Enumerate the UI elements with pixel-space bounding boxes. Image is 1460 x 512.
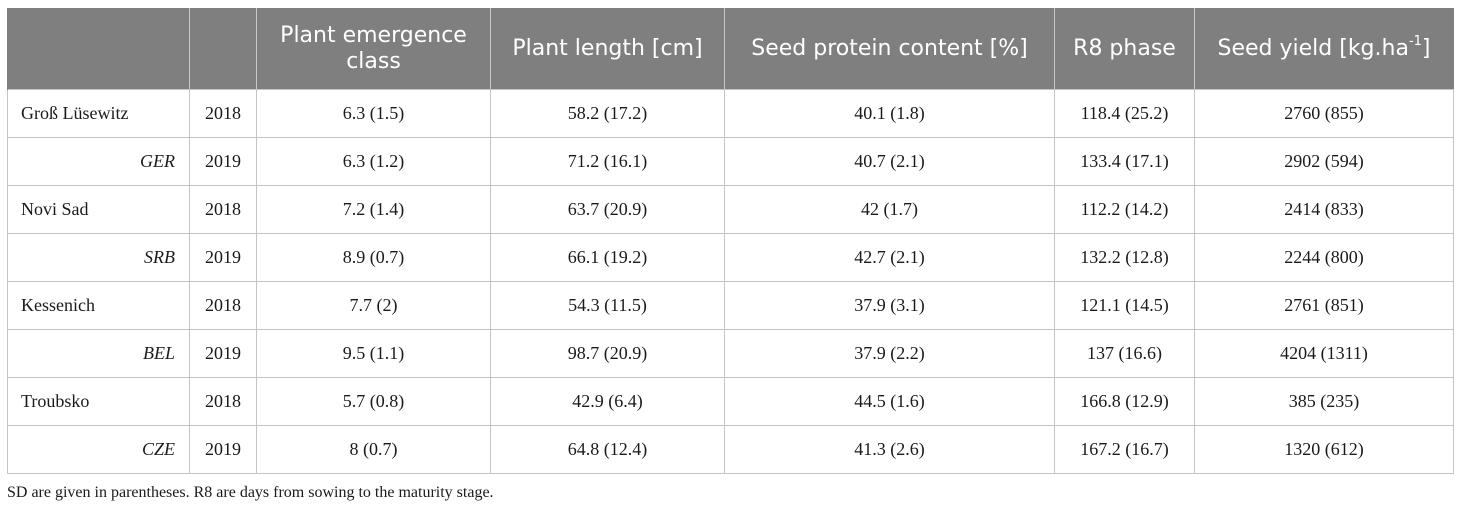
r8-phase-cell: 137 (16.6) — [1054, 329, 1195, 378]
location-cell: SRB — [7, 233, 190, 282]
seed-yield-cell: 2244 (800) — [1194, 233, 1454, 282]
table-header-row: Plant emergence class Plant length [cm] … — [7, 8, 1454, 90]
r8-phase-cell: 167.2 (16.7) — [1054, 425, 1195, 474]
header-location — [7, 8, 190, 90]
location-cell: BEL — [7, 329, 190, 378]
seed-yield-label: Seed yield [kg.ha — [1217, 36, 1409, 61]
r8-phase-cell: 118.4 (25.2) — [1054, 89, 1195, 138]
seed-protein-cell: 41.3 (2.6) — [724, 425, 1055, 474]
results-table: Plant emergence class Plant length [cm] … — [7, 8, 1454, 474]
plant-emergence-cell: 8.9 (0.7) — [256, 233, 491, 282]
table-row: Groß Lüsewitz 2018 6.3 (1.5) 58.2 (17.2) 40.… — [7, 89, 1454, 138]
year-cell: 2019 — [189, 137, 257, 186]
table-row: Troubsko 2018 5.7 (0.8) 42.9 (6.4) 44.5 (1.6… — [7, 377, 1454, 426]
r8-phase-cell: 133.4 (17.1) — [1054, 137, 1195, 186]
plant-length-cell: 71.2 (16.1) — [490, 137, 725, 186]
table-row: CZE 2019 8 (0.7) 64.8 (12.4) 41.3 (2.6) 167.2… — [7, 425, 1454, 474]
plant-length-cell: 63.7 (20.9) — [490, 185, 725, 234]
header-seed-yield: Seed yield [kg.ha-1] — [1194, 8, 1454, 90]
year-cell: 2019 — [189, 425, 257, 474]
seed-protein-cell: 42 (1.7) — [724, 185, 1055, 234]
r8-phase-cell: 112.2 (14.2) — [1054, 185, 1195, 234]
location-cell: Groß Lüsewitz — [7, 89, 190, 138]
seed-yield-cell: 1320 (612) — [1194, 425, 1454, 474]
plant-emergence-cell: 9.5 (1.1) — [256, 329, 491, 378]
header-plant-length: Plant length [cm] — [490, 8, 725, 90]
table-row: BEL 2019 9.5 (1.1) 98.7 (20.9) 37.9 (2.2) 137… — [7, 329, 1454, 378]
year-cell: 2018 — [189, 377, 257, 426]
table-row: GER 2019 6.3 (1.2) 71.2 (16.1) 40.7 (2.1) 133… — [7, 137, 1454, 186]
year-cell: 2018 — [189, 185, 257, 234]
year-cell: 2018 — [189, 89, 257, 138]
plant-length-cell: 98.7 (20.9) — [490, 329, 725, 378]
seed-protein-cell: 42.7 (2.1) — [724, 233, 1055, 282]
plant-length-cell: 54.3 (11.5) — [490, 281, 725, 330]
plant-length-cell: 66.1 (19.2) — [490, 233, 725, 282]
header-year — [189, 8, 257, 90]
plant-length-cell: 58.2 (17.2) — [490, 89, 725, 138]
table-row: Kessenich 2018 7.7 (2) 54.3 (11.5) 37.9 (3.1… — [7, 281, 1454, 330]
seed-yield-unit-exponent: -1 — [1408, 33, 1422, 49]
plant-length-cell: 42.9 (6.4) — [490, 377, 725, 426]
table-row: SRB 2019 8.9 (0.7) 66.1 (19.2) 42.7 (2.1) 132… — [7, 233, 1454, 282]
seed-yield-cell: 385 (235) — [1194, 377, 1454, 426]
seed-yield-cell: 2902 (594) — [1194, 137, 1454, 186]
seed-protein-cell: 37.9 (3.1) — [724, 281, 1055, 330]
plant-emergence-cell: 7.7 (2) — [256, 281, 491, 330]
table-footnote: SD are given in parentheses. R8 are days… — [7, 484, 494, 501]
seed-protein-cell: 40.7 (2.1) — [724, 137, 1055, 186]
seed-protein-cell: 44.5 (1.6) — [724, 377, 1055, 426]
table-row: Novi Sad 2018 7.2 (1.4) 63.7 (20.9) 42 (1.7)… — [7, 185, 1454, 234]
location-cell: CZE — [7, 425, 190, 474]
seed-protein-cell: 37.9 (2.2) — [724, 329, 1055, 378]
plant-emergence-cell: 8 (0.7) — [256, 425, 491, 474]
seed-yield-cell: 2761 (851) — [1194, 281, 1454, 330]
seed-yield-label-end: ] — [1421, 36, 1431, 61]
location-cell: Novi Sad — [7, 185, 190, 234]
seed-yield-cell: 2760 (855) — [1194, 89, 1454, 138]
year-cell: 2018 — [189, 281, 257, 330]
r8-phase-cell: 166.8 (12.9) — [1054, 377, 1195, 426]
location-cell: Kessenich — [7, 281, 190, 330]
year-cell: 2019 — [189, 233, 257, 282]
plant-emergence-cell: 6.3 (1.2) — [256, 137, 491, 186]
data-table-container: Plant emergence class Plant length [cm] … — [7, 8, 1454, 474]
header-plant-emergence: Plant emergence class — [256, 8, 491, 90]
r8-phase-cell: 121.1 (14.5) — [1054, 281, 1195, 330]
seed-protein-cell: 40.1 (1.8) — [724, 89, 1055, 138]
plant-emergence-cell: 6.3 (1.5) — [256, 89, 491, 138]
seed-yield-cell: 2414 (833) — [1194, 185, 1454, 234]
plant-emergence-cell: 5.7 (0.8) — [256, 377, 491, 426]
year-cell: 2019 — [189, 329, 257, 378]
header-seed-protein: Seed protein content [%] — [724, 8, 1055, 90]
location-cell: Troubsko — [7, 377, 190, 426]
plant-length-cell: 64.8 (12.4) — [490, 425, 725, 474]
r8-phase-cell: 132.2 (12.8) — [1054, 233, 1195, 282]
seed-yield-cell: 4204 (1311) — [1194, 329, 1454, 378]
plant-emergence-cell: 7.2 (1.4) — [256, 185, 491, 234]
header-r8-phase: R8 phase — [1054, 8, 1195, 90]
location-cell: GER — [7, 137, 190, 186]
